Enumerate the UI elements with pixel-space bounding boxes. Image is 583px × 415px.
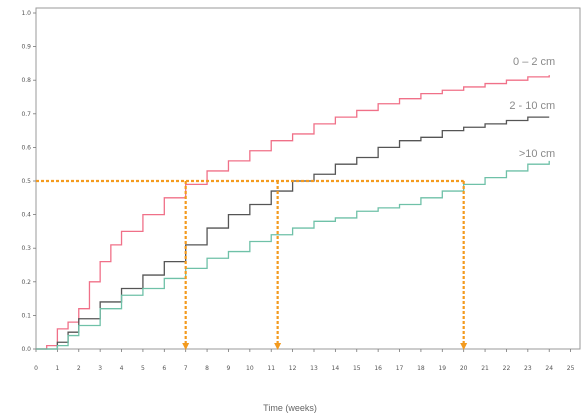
x-tick-label: 22 <box>503 365 511 372</box>
series-label: 0 – 2 cm <box>513 56 555 68</box>
x-tick-label: 8 <box>205 365 209 372</box>
y-tick-label: 0.5 <box>21 178 31 185</box>
x-tick-label: 9 <box>227 365 231 372</box>
x-tick-label: 25 <box>567 365 575 372</box>
series-line <box>36 116 550 350</box>
x-tick-label: 4 <box>120 365 124 372</box>
x-tick-label: 21 <box>481 365 489 372</box>
x-tick-label: 3 <box>98 365 102 372</box>
x-tick-label: 1 <box>55 365 59 372</box>
x-tick-label: 13 <box>310 365 318 372</box>
x-tick-label: 20 <box>460 365 468 372</box>
plot-frame <box>35 7 581 350</box>
y-tick-label: 0.8 <box>21 77 31 84</box>
series-label: >10 cm <box>519 148 555 160</box>
x-tick-label: 10 <box>246 365 254 372</box>
y-tick-label: 0.7 <box>21 111 31 118</box>
x-tick-label: 15 <box>353 365 361 372</box>
x-tick-label: 0 <box>34 365 38 372</box>
x-tick-label: 16 <box>374 365 382 372</box>
x-tick-label: 12 <box>289 365 297 372</box>
series-line <box>36 75 550 350</box>
chart-series <box>36 75 550 350</box>
x-tick-label: 23 <box>524 365 532 372</box>
x-axis-label: Time (weeks) <box>263 403 317 413</box>
y-tick-label: 0.4 <box>21 212 31 219</box>
x-tick-label: 14 <box>332 365 340 372</box>
x-tick-label: 17 <box>396 365 404 372</box>
x-tick-label: 6 <box>162 365 166 372</box>
x-tick-label: 19 <box>438 365 446 372</box>
x-tick-label: 5 <box>141 365 145 372</box>
reference-arrowhead <box>182 343 190 350</box>
y-tick-label: 0.0 <box>21 346 31 353</box>
chart-axes: 0.00.10.20.30.40.50.60.70.80.91.00 1 2 3 4 5 6… <box>21 7 581 372</box>
x-tick-label: 18 <box>417 365 425 372</box>
x-tick-label: 24 <box>545 365 553 372</box>
y-tick-label: 0.2 <box>21 279 31 286</box>
reference-arrowhead <box>460 343 468 350</box>
x-tick-label: 7 <box>184 365 188 372</box>
y-tick-label: 1.0 <box>21 10 31 17</box>
reference-lines <box>36 179 468 350</box>
y-tick-label: 0.1 <box>21 312 31 319</box>
y-tick-label: 0.6 <box>21 144 31 151</box>
series-labels: 0 – 2 cm 2 - 10 cm >10 cm <box>509 56 555 160</box>
series-label: 2 - 10 cm <box>509 100 555 112</box>
x-tick-label: 11 <box>267 365 275 372</box>
x-tick-label: 2 <box>77 365 81 372</box>
y-tick-label: 0.3 <box>21 245 31 252</box>
reference-arrowhead <box>274 343 282 350</box>
y-tick-label: 0.9 <box>21 44 31 51</box>
